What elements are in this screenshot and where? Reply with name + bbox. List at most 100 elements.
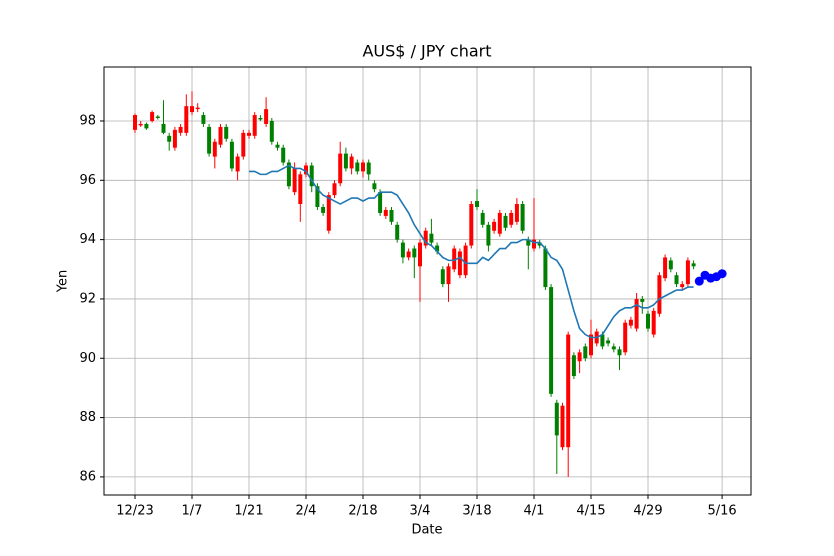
candle-body [144,123,149,129]
candle-body [224,126,229,139]
candle-body [646,313,651,329]
candle-body [475,201,480,207]
candle-body [514,204,519,222]
candle-body [355,162,360,172]
candle-body [281,147,286,163]
candle-body [258,118,263,120]
candle-body [571,355,576,377]
candle-body [469,204,474,246]
candle-body [372,183,377,190]
candle-body [560,405,565,448]
candle-body [235,156,240,172]
candle-body [383,209,388,216]
candle-body [269,120,274,142]
candle-body [617,349,622,356]
candle-body [589,334,594,356]
candle-body [663,257,668,279]
candle-body [389,209,394,222]
candle-body [247,132,252,136]
x-tick-label: 3/18 [462,504,491,519]
candle-body [423,230,428,246]
candle-body [138,123,143,126]
x-axis-label: Date [411,523,442,538]
candle-body [492,221,497,231]
candle-body [241,132,246,157]
candle-body [338,153,343,184]
candle-body [685,260,690,285]
candle-body [218,126,223,145]
candle-body [509,212,514,225]
candle-body [172,129,177,148]
y-tick-label: 96 [79,173,96,188]
candle-body [326,195,331,231]
candle-body [155,116,160,119]
candle-body [628,319,633,326]
candle-body [349,156,354,169]
candle-body [691,263,696,267]
candle-body [640,298,645,302]
candle-body [674,275,679,285]
candle-body [229,141,234,169]
candle-body [566,334,571,448]
candle-body [207,126,212,154]
x-tick-label: 1/21 [234,504,263,519]
candle-body [549,287,554,394]
candle-body [212,141,217,157]
candle-body [480,212,485,225]
candle-body [543,248,548,288]
candle-body [537,242,542,246]
x-tick-label: 4/1 [524,504,545,519]
candle-body [167,135,172,142]
candle-body [680,284,685,288]
candle-body [440,269,445,285]
candle-body [634,298,639,329]
candle-body [315,186,320,207]
y-tick-label: 90 [79,351,96,366]
candle-body [457,251,462,276]
candle-body [292,168,297,193]
y-axis-label: Yen [56,270,71,293]
candle-body [252,115,257,136]
candle-body [623,322,628,353]
candle-body [178,126,183,133]
x-tick-label: 4/15 [576,504,605,519]
candle-body [452,248,457,270]
candle-body [600,334,605,347]
y-tick-label: 92 [79,291,96,306]
candle-body [190,106,195,113]
plot-marks [133,91,727,477]
y-tick-label: 94 [79,232,96,247]
x-tick-label: 12/23 [116,504,153,519]
candle-body [497,212,502,234]
candle-body [577,352,582,362]
candle-body [275,144,280,148]
x-tick-label: 4/29 [633,504,662,519]
candle-body [309,165,314,187]
candle-body [298,174,303,205]
plot-frame [103,66,752,496]
candle-body [378,192,383,213]
y-tick-label: 86 [79,469,96,484]
candle-body [463,245,468,276]
candle-body [321,206,326,213]
candle-body [583,346,588,359]
candle-body [406,251,411,258]
y-tick-label: 88 [79,410,96,425]
candle-body [554,402,559,436]
candle-body [412,248,417,258]
candle-body [332,183,337,196]
x-tick-label: 3/4 [410,504,431,519]
candle-body [435,245,440,252]
candle-body [304,165,309,175]
candle-body [184,106,189,133]
candle-body [611,346,616,350]
x-tick-label: 2/18 [348,504,377,519]
y-tick-label: 98 [79,113,96,128]
candle-body [651,310,656,335]
candle-body [429,233,434,243]
candle-body [286,162,291,187]
candle-body [526,239,531,246]
candle-body [668,260,673,270]
forecast-point [694,276,704,286]
